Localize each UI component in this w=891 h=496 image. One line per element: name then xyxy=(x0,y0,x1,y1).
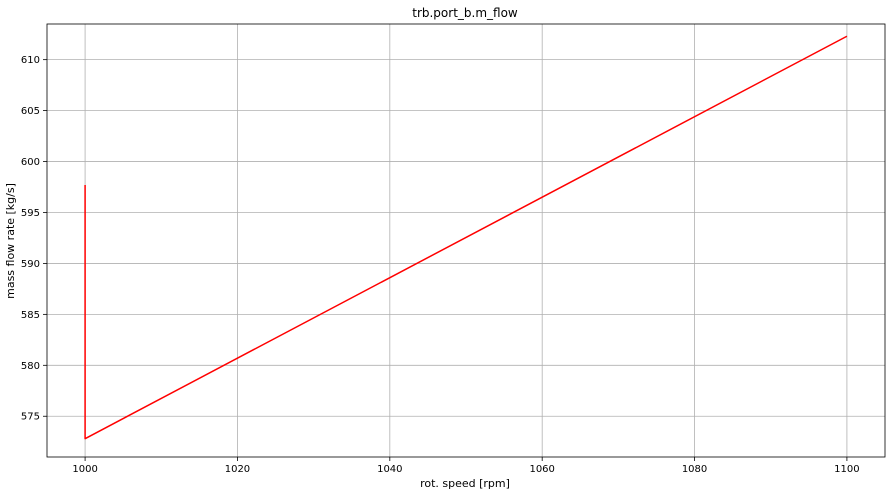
x-axis: 1000 1020 1040 1060 1080 1100 xyxy=(72,457,860,475)
x-tick-label: 1040 xyxy=(377,464,402,475)
y-tick-label: 575 xyxy=(21,412,40,423)
x-tick-label: 1080 xyxy=(682,464,707,475)
x-tick-label: 1000 xyxy=(72,464,97,475)
x-axis-label: rot. speed [rpm] xyxy=(420,477,510,490)
x-tick-label: 1060 xyxy=(529,464,554,475)
y-tick-label: 585 xyxy=(21,310,40,321)
chart-title: trb.port_b.m_flow xyxy=(412,6,518,20)
series-line xyxy=(84,35,848,440)
y-tick-label: 610 xyxy=(21,55,40,66)
y-axis: 575 580 585 590 595 600 605 610 xyxy=(21,55,47,423)
y-tick-label: 595 xyxy=(21,208,40,219)
y-tick-label: 590 xyxy=(21,259,40,270)
axes-frame xyxy=(46,23,886,458)
x-tick-label: 1020 xyxy=(225,464,250,475)
series-group xyxy=(84,35,848,440)
y-tick-label: 580 xyxy=(21,361,40,372)
y-tick-label: 600 xyxy=(21,157,40,168)
grid xyxy=(47,24,885,457)
y-axis-label: mass flow rate [kg/s] xyxy=(4,183,17,299)
x-tick-label: 1100 xyxy=(834,464,859,475)
y-tick-label: 605 xyxy=(21,106,40,117)
